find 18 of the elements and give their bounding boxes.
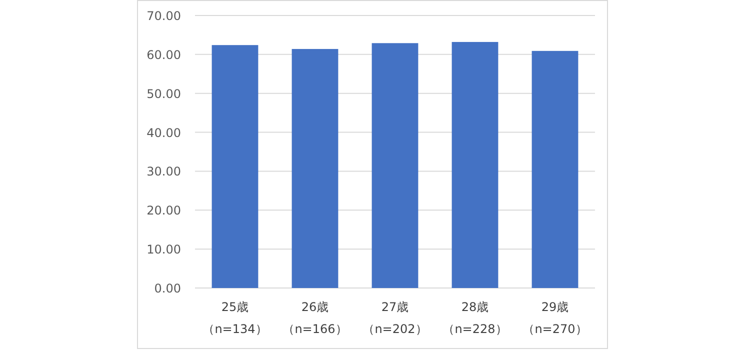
y-tick-label: 10.00: [146, 242, 181, 257]
y-tick-label: 40.00: [146, 126, 181, 140]
x-tick-label: 28歳（n=228）: [442, 300, 508, 336]
x-tick-label: 27歳（n=202）: [362, 300, 428, 336]
y-tick-label: 0.00: [154, 282, 181, 296]
y-tick-label: 60.00: [146, 48, 181, 62]
y-tick-label: 70.00: [146, 9, 181, 23]
x-tick-label: 29歳（n=270）: [522, 300, 588, 336]
y-tick-label: 20.00: [146, 204, 181, 218]
x-tick-label: 26歳（n=166）: [282, 300, 348, 336]
bar: [372, 43, 418, 288]
y-tick-label: 50.00: [146, 86, 181, 101]
y-tick-label: 30.00: [146, 164, 181, 179]
bar: [532, 50, 578, 288]
bar: [452, 42, 498, 288]
bar: [292, 48, 338, 288]
bar: [212, 45, 258, 288]
x-tick-label: 25歳（n=134）: [202, 300, 268, 336]
